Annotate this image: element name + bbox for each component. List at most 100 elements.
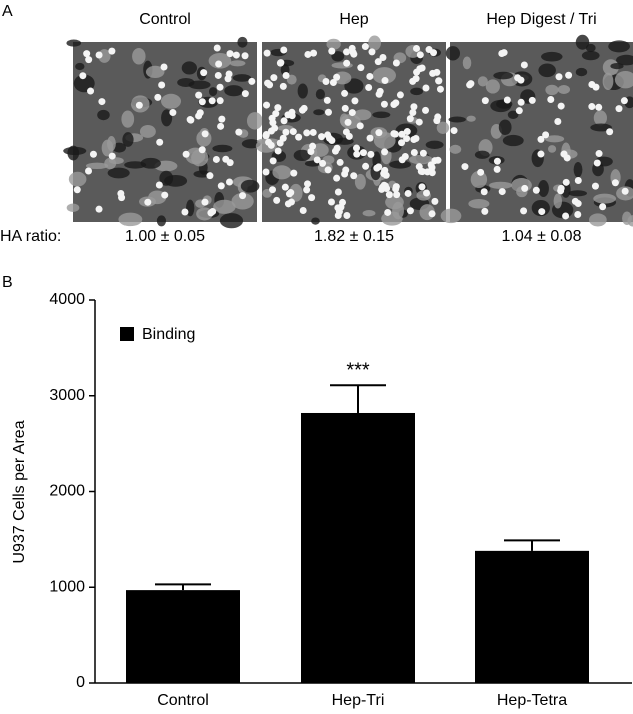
cell-shadow xyxy=(277,125,294,132)
bound-cell xyxy=(89,150,97,158)
bound-cell xyxy=(404,189,412,197)
y-tick-label: 0 xyxy=(76,674,85,691)
bound-cell xyxy=(85,56,93,64)
bound-cell xyxy=(248,77,256,85)
bound-cell xyxy=(281,183,289,191)
bound-cell xyxy=(466,81,474,89)
cell-shadow xyxy=(159,170,174,186)
bound-cell xyxy=(403,135,411,143)
cell-shadow xyxy=(470,170,488,189)
bound-cell xyxy=(410,149,418,157)
bound-cell xyxy=(272,110,280,118)
bound-cell xyxy=(213,44,221,52)
bound-cell xyxy=(217,122,225,130)
panel-label: B xyxy=(2,274,13,291)
bound-cell xyxy=(398,156,406,164)
cell-shadow xyxy=(545,84,559,96)
bound-cell xyxy=(480,188,488,196)
bound-cell xyxy=(267,127,275,135)
bound-cell xyxy=(385,191,393,199)
cell-shadow xyxy=(498,119,512,136)
bound-cell xyxy=(375,90,383,98)
bound-cell xyxy=(181,208,189,216)
bound-cell xyxy=(382,171,390,179)
bound-cell xyxy=(374,58,382,66)
bound-cell xyxy=(433,117,441,125)
cell-shadow xyxy=(502,134,524,147)
ha-ratio: 1.00 ± 0.05 xyxy=(125,228,205,245)
bound-cell xyxy=(282,71,290,79)
image-title: Hep xyxy=(339,11,368,28)
bound-cell xyxy=(367,150,375,158)
bound-cell xyxy=(621,187,629,195)
bound-cell xyxy=(267,141,275,149)
bound-cell xyxy=(418,64,426,72)
bound-cell xyxy=(406,115,414,123)
bound-cell xyxy=(290,169,298,177)
bound-cell xyxy=(366,134,374,142)
bound-cell xyxy=(366,72,374,80)
ha-ratio: 1.82 ± 0.15 xyxy=(314,228,394,245)
bound-cell xyxy=(574,211,582,219)
cell-shadow xyxy=(63,146,87,156)
bound-cell xyxy=(158,81,166,89)
bound-cell xyxy=(336,158,344,166)
bound-cell xyxy=(232,51,240,59)
bound-cell xyxy=(208,97,216,105)
bound-cell xyxy=(384,208,392,216)
bound-cell xyxy=(615,105,623,113)
cell-shadow xyxy=(541,51,563,62)
bound-cell xyxy=(500,49,508,57)
cell-shadow xyxy=(474,150,490,159)
bound-cell xyxy=(79,72,87,80)
bound-cell xyxy=(284,111,292,119)
bound-cell xyxy=(595,103,603,111)
bound-cell xyxy=(280,117,288,125)
bound-cell xyxy=(391,130,399,138)
cell-shadow xyxy=(240,179,260,193)
cell-shadow xyxy=(547,145,557,153)
bound-cell xyxy=(217,182,225,190)
bar xyxy=(475,550,589,683)
bound-cell xyxy=(287,198,295,206)
bound-cell xyxy=(375,129,383,137)
bound-cell xyxy=(418,183,426,191)
bound-cell xyxy=(398,139,406,147)
bound-cell xyxy=(198,98,206,106)
bound-cell xyxy=(348,109,356,117)
bound-cell xyxy=(413,44,421,52)
cell-shadow xyxy=(232,74,252,82)
bound-cell xyxy=(365,84,373,92)
y-axis-title: U937 Cells per Area xyxy=(11,420,28,563)
bound-cell xyxy=(324,131,332,139)
cell-shadow xyxy=(104,157,117,170)
bound-cell xyxy=(98,98,106,106)
bound-cell xyxy=(520,207,528,215)
bound-cell xyxy=(481,207,489,215)
cell-shadow xyxy=(85,162,109,170)
bound-cell xyxy=(226,50,234,58)
bound-cell xyxy=(87,87,95,95)
bound-cell xyxy=(547,95,555,103)
cell-shadow xyxy=(602,72,614,91)
cell-shadow xyxy=(468,198,490,209)
bound-cell xyxy=(429,49,437,57)
cell-shadow xyxy=(362,210,376,217)
bound-cell xyxy=(279,134,287,142)
cell-shadow xyxy=(573,161,583,178)
bound-cell xyxy=(214,71,222,79)
cell-shadow xyxy=(449,144,462,154)
cell-shadow xyxy=(68,171,87,187)
bound-cell xyxy=(339,198,347,206)
bound-cell xyxy=(515,107,523,115)
bound-cell xyxy=(225,70,233,78)
bound-cell xyxy=(323,96,331,104)
bound-cell xyxy=(274,104,282,112)
cell-shadow xyxy=(507,110,519,119)
cell-shadow xyxy=(608,40,630,53)
cell-shadow xyxy=(445,46,461,61)
cell-shadow xyxy=(208,87,218,97)
bound-cell xyxy=(563,154,571,162)
bound-cell xyxy=(359,149,367,157)
cell-shadow xyxy=(462,56,472,70)
